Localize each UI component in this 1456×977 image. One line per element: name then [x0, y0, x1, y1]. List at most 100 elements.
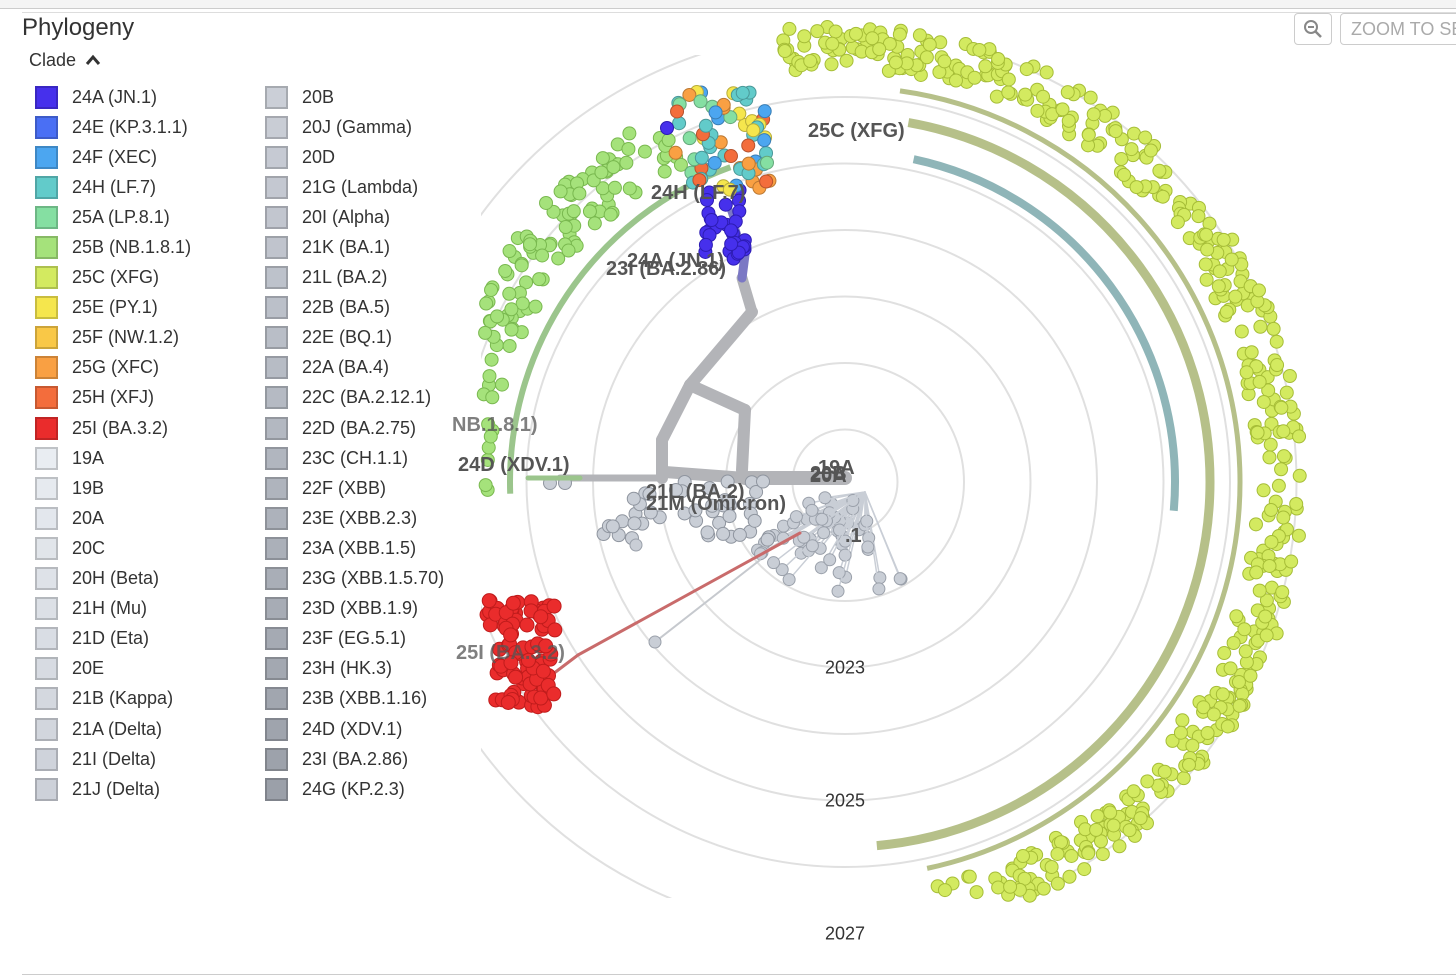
legend-item[interactable]: 25A (LP.8.1) [35, 202, 191, 232]
tip-nb[interactable] [478, 325, 493, 340]
tip-misc[interactable] [757, 133, 772, 148]
legend-item[interactable]: 21A (Delta) [35, 714, 191, 744]
tip-xfg[interactable] [1081, 846, 1096, 861]
tip-misc[interactable] [707, 155, 722, 170]
tip-xfg[interactable] [1262, 558, 1277, 573]
tip-xfg[interactable] [797, 29, 812, 44]
tip-xfg[interactable] [1244, 345, 1259, 360]
tip-xfg[interactable] [1279, 385, 1294, 400]
legend-item[interactable]: 23F (EG.5.1) [265, 624, 444, 654]
tip-xfg[interactable] [1212, 264, 1227, 279]
tip-misc[interactable] [698, 118, 713, 133]
tip-ba32[interactable] [546, 686, 562, 702]
legend-item[interactable]: 20C [35, 533, 191, 563]
legend-item[interactable]: 23C (CH.1.1) [265, 443, 444, 473]
tip-nb[interactable] [546, 204, 561, 219]
tip-xfg[interactable] [1276, 449, 1291, 464]
tip-xfg[interactable] [1229, 609, 1244, 624]
tip-xfg[interactable] [1036, 89, 1051, 104]
legend-item[interactable]: 22B (BA.5) [265, 293, 444, 323]
tip-xfg[interactable] [969, 885, 984, 900]
tip-nb[interactable] [528, 299, 543, 314]
tip-xfg[interactable] [1292, 429, 1307, 444]
legend-item[interactable]: 20A [35, 503, 191, 533]
tip-ba32[interactable] [505, 595, 521, 611]
tip-nb[interactable] [482, 369, 497, 384]
tip-misc[interactable] [746, 123, 761, 138]
tip-nb[interactable] [572, 186, 587, 201]
tip-xfg[interactable] [1173, 725, 1188, 740]
tip-xfg[interactable] [1211, 279, 1226, 294]
legend-item[interactable]: 25F (NW.1.2) [35, 323, 191, 353]
tip-xfg[interactable] [1226, 636, 1241, 651]
tip-xfg[interactable] [1251, 283, 1266, 298]
tip-xfg[interactable] [1062, 869, 1077, 884]
tip-nb[interactable] [502, 286, 517, 301]
tip-early[interactable] [815, 512, 829, 526]
tip-xfg[interactable] [1266, 321, 1281, 336]
legend-item[interactable]: 21K (BA.1) [265, 232, 444, 262]
tip-xfg[interactable] [1199, 272, 1214, 287]
tip-nb[interactable] [603, 207, 618, 222]
tip-xfg[interactable] [967, 70, 982, 85]
tip-xfg[interactable] [865, 31, 880, 46]
tip-xfg[interactable] [1103, 805, 1118, 820]
tip-xfg[interactable] [1143, 143, 1158, 158]
tip-xfg[interactable] [972, 42, 987, 57]
tip-misc[interactable] [672, 116, 687, 131]
tip-nb[interactable] [495, 377, 510, 392]
tip-xfg[interactable] [1200, 242, 1215, 257]
legend-item[interactable]: 24D (XDV.1) [265, 714, 444, 744]
tip-omicron[interactable] [749, 484, 764, 499]
tip-ba32[interactable] [546, 598, 562, 614]
tip-ba32[interactable] [519, 617, 535, 633]
tip-nb[interactable] [519, 275, 534, 290]
tip-xfg[interactable] [912, 28, 927, 43]
tip-nb[interactable] [621, 141, 636, 156]
tip-xfg[interactable] [1262, 450, 1277, 465]
tip-omicron[interactable] [722, 509, 737, 524]
tip-misc[interactable] [694, 150, 709, 165]
tip-ba32[interactable] [503, 655, 519, 671]
tip-xfg[interactable] [1274, 400, 1289, 415]
tip-xfg[interactable] [1170, 215, 1185, 230]
tip-nb[interactable] [514, 258, 529, 273]
tip-xfg[interactable] [1259, 628, 1274, 643]
tip-omicron[interactable] [626, 491, 641, 506]
tip-nb[interactable] [566, 204, 581, 219]
legend-item[interactable]: 23A (XBB.1.5) [265, 533, 444, 563]
tip-nb[interactable] [484, 282, 499, 297]
tip-nb[interactable] [535, 248, 550, 263]
tip-omicron[interactable] [702, 481, 717, 496]
tip-omicron[interactable] [716, 526, 731, 541]
tip-xfg[interactable] [1191, 209, 1206, 224]
tip-xfg[interactable] [1095, 847, 1110, 862]
tip-xfg[interactable] [1064, 848, 1079, 863]
tip-jn1[interactable] [660, 121, 674, 135]
legend-item[interactable]: 24F (XEC) [35, 142, 191, 172]
legend-item[interactable]: 25B (NB.1.8.1) [35, 232, 191, 262]
legend-item[interactable]: 21I (Delta) [35, 744, 191, 774]
tip-nb[interactable] [502, 244, 517, 259]
tip-xfg[interactable] [1112, 839, 1127, 854]
tip-xfg[interactable] [1126, 784, 1141, 799]
tip-xfg[interactable] [1292, 468, 1307, 483]
tip-xfg[interactable] [1001, 72, 1016, 87]
tip-xfg[interactable] [991, 51, 1006, 66]
tip-ba32[interactable] [508, 669, 524, 685]
legend-item[interactable]: 19A [35, 443, 191, 473]
legend-item[interactable]: 19B [35, 473, 191, 503]
legend-item[interactable]: 20D [265, 142, 444, 172]
tip-misc[interactable] [759, 155, 774, 170]
tip-nb[interactable] [637, 144, 652, 159]
tip-ba32[interactable] [520, 652, 536, 668]
tip-nb[interactable] [504, 322, 519, 337]
tip-xfg[interactable] [1243, 668, 1258, 683]
tip-xfg[interactable] [1138, 130, 1153, 145]
tip-omicron[interactable] [700, 525, 715, 540]
tip-xfg[interactable] [937, 54, 952, 69]
tip-misc[interactable] [670, 104, 685, 119]
tip-jn1[interactable] [724, 237, 739, 252]
legend-item[interactable]: 24E (KP.3.1.1) [35, 112, 191, 142]
legend-item[interactable]: 23D (XBB.1.9) [265, 594, 444, 624]
